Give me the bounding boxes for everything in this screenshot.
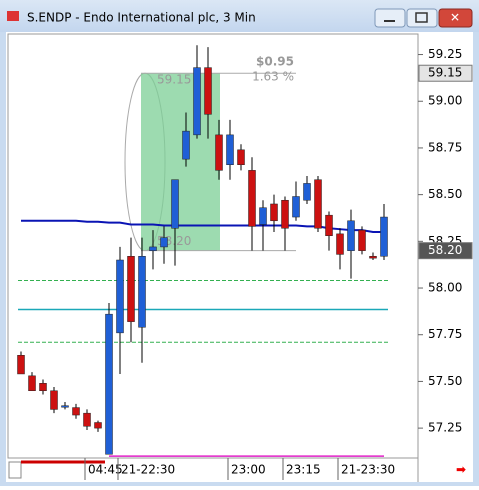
y-tick-label: 57.50	[428, 374, 462, 388]
candle-body	[303, 183, 311, 201]
maximize-button[interactable]	[406, 8, 438, 28]
y-tick-label: 58.50	[428, 187, 462, 201]
minimize-button[interactable]	[374, 8, 406, 28]
y-tick-label: 58.00	[428, 281, 462, 295]
price-label-box	[418, 242, 473, 260]
candle-body	[61, 405, 69, 408]
candle-body	[116, 259, 124, 334]
candle-body	[72, 407, 80, 416]
window-title: S.ENDP - Endo International plc, 3 Min	[27, 11, 256, 25]
x-tick-label: 21-23:30	[341, 463, 395, 477]
candle-body	[83, 412, 91, 427]
x-tick-label: 23:00	[231, 463, 266, 477]
scroll-arrow[interactable]: ➡	[456, 463, 466, 477]
candle-body	[50, 390, 58, 410]
x-tick-label: 21-22:30	[121, 463, 175, 477]
candle-body	[336, 233, 344, 255]
y-tick-label: 58.75	[428, 140, 462, 154]
price-label: 58.20	[428, 243, 462, 257]
candle-body	[281, 199, 289, 229]
candle-body	[226, 134, 234, 165]
candle-body	[94, 422, 102, 429]
candle-body	[237, 149, 245, 165]
app-icon	[7, 11, 19, 21]
moving-average	[21, 219, 384, 233]
candle-body	[204, 67, 212, 115]
candle-body	[182, 130, 190, 160]
candle-body	[160, 237, 168, 248]
candle-body	[259, 207, 267, 225]
candle-body	[380, 216, 388, 257]
candle-body	[28, 375, 36, 392]
annotation-percent: 1.63 %	[252, 70, 294, 84]
candle-body	[358, 229, 366, 251]
y-tick-label: 57.25	[428, 421, 462, 435]
price-label-box	[418, 64, 473, 82]
scroll-box[interactable]	[8, 461, 22, 479]
candle-body	[369, 256, 377, 259]
maximize-glyph	[415, 12, 428, 23]
candle-body	[314, 179, 322, 229]
annotation-change: $0.95	[256, 55, 294, 69]
candle-body	[138, 256, 146, 328]
y-tick-label: 57.75	[428, 327, 462, 341]
candle-body	[105, 313, 113, 455]
candle-body	[270, 203, 278, 222]
candle-body	[292, 196, 300, 218]
candle-body	[325, 214, 333, 236]
x-tick-label: 04:45	[88, 463, 123, 477]
x-tick-label: 23:15	[286, 463, 321, 477]
candle-body	[149, 246, 157, 251]
close-glyph: ✕	[450, 11, 460, 25]
candle-body	[347, 220, 355, 251]
candle-body	[17, 355, 25, 375]
y-tick-label: 59.00	[428, 94, 462, 108]
close-button[interactable]	[438, 8, 473, 28]
candle-body	[215, 134, 223, 171]
candle-body	[248, 170, 256, 227]
candle-body	[171, 179, 179, 229]
candle-body	[127, 256, 135, 322]
price-label: 59.15	[428, 66, 462, 80]
annotation-high-label: 59.15	[157, 73, 191, 87]
candle-body	[193, 67, 201, 136]
candle-body	[39, 383, 47, 392]
y-tick-label: 59.25	[428, 47, 462, 61]
